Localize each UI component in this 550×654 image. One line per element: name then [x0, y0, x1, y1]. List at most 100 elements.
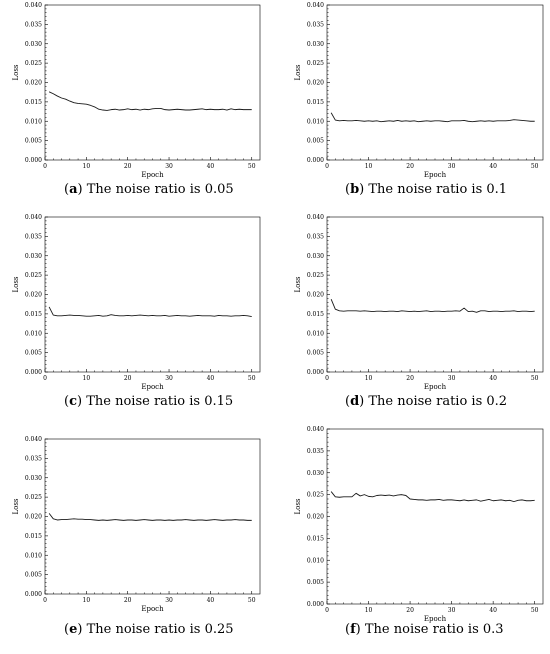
- x-tick-label: 30: [165, 375, 173, 382]
- y-tick-label: 0.030: [25, 475, 42, 482]
- y-tick-label: 0.030: [25, 41, 42, 48]
- x-tick-label: 10: [83, 375, 91, 382]
- panel-caption-e: (e) The noise ratio is 0.25: [64, 622, 234, 637]
- y-tick-label: 0.000: [307, 369, 324, 376]
- chart-panel-b: 0.000 0.005 0.010 0.015 0.020 0.025 0.030 0.035…: [294, 2, 544, 179]
- y-tick-label: 0.005: [307, 138, 324, 145]
- x-tick-label: 20: [406, 375, 414, 382]
- x-axis-label: Epoch: [141, 171, 164, 179]
- y-axis-label: Loss: [12, 276, 20, 292]
- y-tick-label: 0.015: [25, 533, 42, 540]
- y-tick-label: 0.035: [307, 448, 324, 455]
- x-tick-label: 0: [325, 163, 329, 170]
- x-tick-label: 20: [124, 375, 132, 382]
- x-tick-label: 40: [489, 607, 497, 614]
- x-tick-label: 10: [83, 597, 91, 604]
- x-tick-label: 20: [406, 607, 414, 614]
- loss-series-line: [330, 298, 535, 313]
- x-tick-label: 30: [448, 163, 456, 170]
- x-tick-label: 20: [124, 163, 132, 170]
- panel-caption-c: (c) The noise ratio is 0.15: [64, 394, 234, 409]
- x-tick-label: 10: [365, 375, 373, 382]
- y-tick-label: 0.005: [25, 350, 42, 357]
- y-tick-label: 0.010: [307, 118, 324, 125]
- panel-letter: c: [69, 394, 77, 409]
- y-axis-label: Loss: [294, 64, 302, 80]
- x-tick-label: 50: [248, 163, 256, 170]
- y-tick-label: 0.020: [307, 292, 324, 299]
- x-tick-label: 50: [531, 375, 539, 382]
- x-axis-label: Epoch: [424, 615, 447, 623]
- chart-panel-c: 0.000 0.005 0.010 0.015 0.020 0.025 0.030 0.035…: [12, 214, 261, 391]
- panel-caption-d: (d) The noise ratio is 0.2: [345, 394, 508, 409]
- y-tick-label: 0.035: [307, 21, 324, 28]
- y-tick-label: 0.025: [25, 60, 42, 67]
- chart-panel-a: 0.000 0.005 0.010 0.015 0.020 0.025 0.030 0.035…: [12, 2, 261, 179]
- y-tick-label: 0.000: [25, 591, 42, 598]
- y-tick-label: 0.040: [25, 214, 42, 221]
- y-axis-label: Loss: [12, 498, 20, 514]
- y-tick-label: 0.005: [307, 350, 324, 357]
- y-tick-label: 0.040: [307, 2, 324, 9]
- x-tick-label: 0: [43, 597, 47, 604]
- y-tick-label: 0.020: [25, 514, 42, 521]
- panel-caption-text: The noise ratio is 0.25: [86, 622, 234, 637]
- y-tick-label: 0.000: [307, 157, 324, 164]
- chart-panel-e: 0.000 0.005 0.010 0.015 0.020 0.025 0.030 0.035…: [12, 436, 261, 613]
- y-tick-label: 0.015: [307, 311, 324, 318]
- y-tick-label: 0.015: [307, 99, 324, 106]
- y-tick-label: 0.040: [307, 214, 324, 221]
- x-tick-label: 30: [165, 597, 173, 604]
- x-tick-label: 10: [365, 607, 373, 614]
- y-tick-label: 0.030: [307, 253, 324, 260]
- plot-frame: [326, 428, 544, 605]
- x-tick-label: 40: [489, 375, 497, 382]
- plot-frame: [326, 4, 544, 161]
- loss-series-line: [48, 91, 252, 111]
- y-tick-label: 0.030: [307, 41, 324, 48]
- x-tick-label: 0: [43, 375, 47, 382]
- x-axis-label: Epoch: [424, 171, 447, 179]
- x-tick-label: 0: [43, 163, 47, 170]
- y-axis-label: Loss: [12, 64, 20, 80]
- x-axis-label: Epoch: [424, 383, 447, 391]
- y-tick-label: 0.015: [307, 535, 324, 542]
- x-tick-label: 30: [165, 163, 173, 170]
- panel-caption-text: The noise ratio is 0.05: [86, 182, 234, 197]
- panel-letter: f: [350, 622, 356, 637]
- y-tick-label: 0.040: [307, 426, 324, 433]
- panel-caption-f: (f) The noise ratio is 0.3: [345, 622, 504, 637]
- y-tick-label: 0.020: [307, 514, 324, 521]
- x-tick-label: 30: [448, 375, 456, 382]
- y-tick-label: 0.010: [307, 557, 324, 564]
- panel-letter: e: [69, 622, 78, 637]
- x-tick-label: 40: [207, 163, 215, 170]
- y-tick-label: 0.015: [25, 311, 42, 318]
- y-tick-label: 0.040: [25, 2, 42, 9]
- y-tick-label: 0.010: [307, 330, 324, 337]
- panel-caption-text: The noise ratio is 0.2: [368, 394, 508, 409]
- chart-panel-f: 0.000 0.005 0.010 0.015 0.020 0.025 0.030 0.035…: [294, 426, 544, 623]
- y-tick-label: 0.040: [25, 436, 42, 443]
- y-tick-label: 0.025: [307, 272, 324, 279]
- x-tick-label: 10: [83, 163, 91, 170]
- y-tick-label: 0.020: [25, 292, 42, 299]
- panel-letter: b: [350, 182, 360, 197]
- y-tick-label: 0.005: [25, 572, 42, 579]
- plot-frame: [44, 4, 261, 161]
- y-tick-label: 0.010: [25, 552, 42, 559]
- y-axis-label: Loss: [294, 276, 302, 292]
- panel-caption-text: The noise ratio is 0.15: [86, 394, 234, 409]
- y-tick-label: 0.015: [25, 99, 42, 106]
- x-tick-label: 10: [365, 163, 373, 170]
- x-tick-label: 0: [325, 607, 329, 614]
- x-tick-label: 40: [207, 375, 215, 382]
- loss-series-line: [330, 491, 535, 503]
- panel-letter: a: [69, 182, 78, 197]
- x-tick-label: 50: [248, 375, 256, 382]
- x-tick-label: 40: [489, 163, 497, 170]
- y-tick-label: 0.020: [25, 80, 42, 87]
- y-tick-label: 0.010: [25, 330, 42, 337]
- panel-caption-b: (b) The noise ratio is 0.1: [345, 182, 508, 197]
